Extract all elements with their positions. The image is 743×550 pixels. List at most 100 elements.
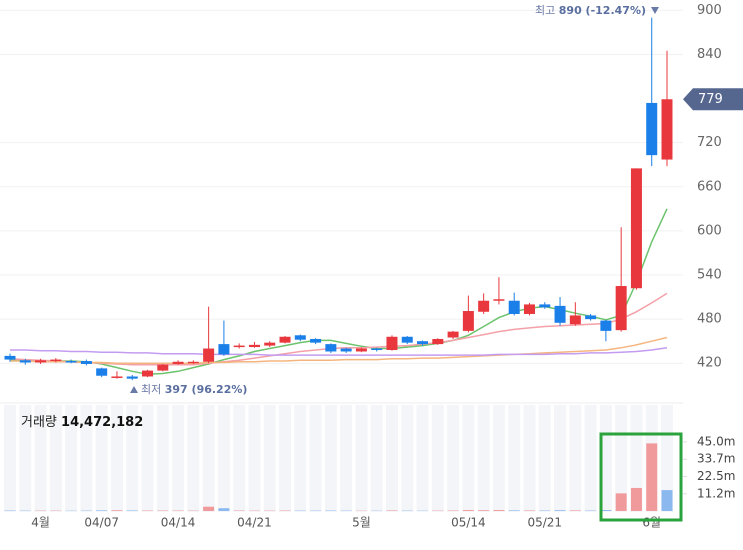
volume-bar xyxy=(111,510,123,511)
volume-band xyxy=(630,405,643,512)
volume-band xyxy=(523,405,536,512)
candle-body xyxy=(96,368,108,376)
candle-body xyxy=(218,344,230,355)
volume-band xyxy=(263,405,276,512)
y-tick-label: 720 xyxy=(697,135,722,150)
volume-bar xyxy=(386,510,398,511)
candle-body xyxy=(554,305,566,323)
volume-tick-label: 22.5m xyxy=(697,469,735,483)
volume-band xyxy=(80,405,93,512)
y-tick-label: 660 xyxy=(697,179,722,194)
candle-body xyxy=(233,345,245,348)
moving-average-line xyxy=(10,347,668,356)
volume-label: 거래량 14,472,182 xyxy=(21,415,143,430)
labels: 420 480 540 600 660 720 840 900 11.2m 22.5m 33.7m 4… xyxy=(31,3,743,530)
candle-body xyxy=(126,376,138,379)
current-price-tag xyxy=(683,88,743,111)
volume-band xyxy=(202,405,215,512)
candle-body xyxy=(615,286,627,331)
candle-body xyxy=(432,338,444,345)
volume-band xyxy=(126,405,139,512)
volume-bar xyxy=(462,510,474,511)
volume-bar xyxy=(478,510,490,511)
volume-band xyxy=(508,405,521,512)
y-tick-label: 600 xyxy=(697,223,722,238)
volume-band xyxy=(156,405,169,512)
candle-body xyxy=(462,311,474,331)
volume-band xyxy=(65,405,78,512)
background xyxy=(0,402,683,512)
x-tick-label: 05/21 xyxy=(527,516,562,530)
x-tick-label: 4월 xyxy=(31,516,50,530)
volume-bar xyxy=(203,506,215,511)
volume-band xyxy=(4,405,16,512)
volume-band xyxy=(462,405,475,512)
y-tick-label: 480 xyxy=(697,312,722,327)
candle-body xyxy=(203,348,215,362)
volume-band xyxy=(569,405,582,512)
volume-band xyxy=(172,405,185,512)
volume-bar xyxy=(569,510,581,511)
volume-bars xyxy=(4,443,673,511)
volume-band xyxy=(538,405,551,512)
moving-average-line xyxy=(9,292,668,366)
volume-band xyxy=(416,405,429,512)
candle-body xyxy=(493,299,505,301)
volume-band xyxy=(554,405,567,512)
highlight-box xyxy=(599,432,683,522)
volume-band xyxy=(95,405,108,512)
volume-band xyxy=(233,405,246,512)
x-tick-label: 5월 xyxy=(352,516,371,530)
volume-band xyxy=(217,405,230,512)
x-tick-label: 04/21 xyxy=(237,516,272,530)
low-annotation-text: 397 (96.22%) xyxy=(165,383,248,396)
candle-body xyxy=(325,344,337,352)
candle-body xyxy=(65,361,77,363)
candle-body xyxy=(569,315,581,325)
volume-bar xyxy=(554,510,566,511)
volume-band xyxy=(477,405,490,512)
candle-body xyxy=(661,99,673,160)
low-annotation-label: 최저 xyxy=(141,383,161,396)
candle-body xyxy=(478,300,490,312)
volume-band xyxy=(340,405,353,512)
candle-body xyxy=(386,336,398,350)
high-annotation-text: 890 (-12.47%) xyxy=(559,4,646,17)
candle-body xyxy=(646,102,658,156)
candle-body xyxy=(187,361,199,364)
candle-body xyxy=(447,331,459,338)
moving-averages xyxy=(9,208,668,376)
current-price-label: 779 xyxy=(698,92,723,107)
volume-band xyxy=(370,405,383,512)
candle-body xyxy=(630,168,642,289)
candle-body xyxy=(600,320,612,331)
high-annotation: 최고 890 (-12.47%) xyxy=(535,4,646,17)
volume-band xyxy=(431,405,444,512)
candle-body xyxy=(4,355,16,360)
volume-band xyxy=(661,405,673,512)
low-arrow xyxy=(130,386,138,393)
volume-band xyxy=(309,405,322,512)
x-tick-label: 05/14 xyxy=(451,516,486,530)
volume-band xyxy=(599,405,612,512)
y-tick-label: 900 xyxy=(697,3,722,18)
candle-body xyxy=(417,341,429,345)
candle-body xyxy=(157,364,169,371)
volume-tick-label: 33.7m xyxy=(697,452,735,466)
high-annotation-label: 최고 xyxy=(535,4,555,17)
volume-band xyxy=(584,405,597,512)
candle-body xyxy=(279,336,291,343)
candles xyxy=(4,17,673,381)
x-tick-label: 04/07 xyxy=(84,516,119,530)
volume-bar xyxy=(96,510,108,511)
volume-bar xyxy=(218,508,230,511)
volume-band xyxy=(279,405,292,512)
y-tick-label: 420 xyxy=(697,356,722,371)
volume-band xyxy=(385,405,398,512)
candle-body xyxy=(508,300,520,314)
candle-body xyxy=(111,376,123,378)
volume-bar xyxy=(615,493,627,511)
volume-band xyxy=(141,405,154,512)
candle-body xyxy=(371,348,383,351)
